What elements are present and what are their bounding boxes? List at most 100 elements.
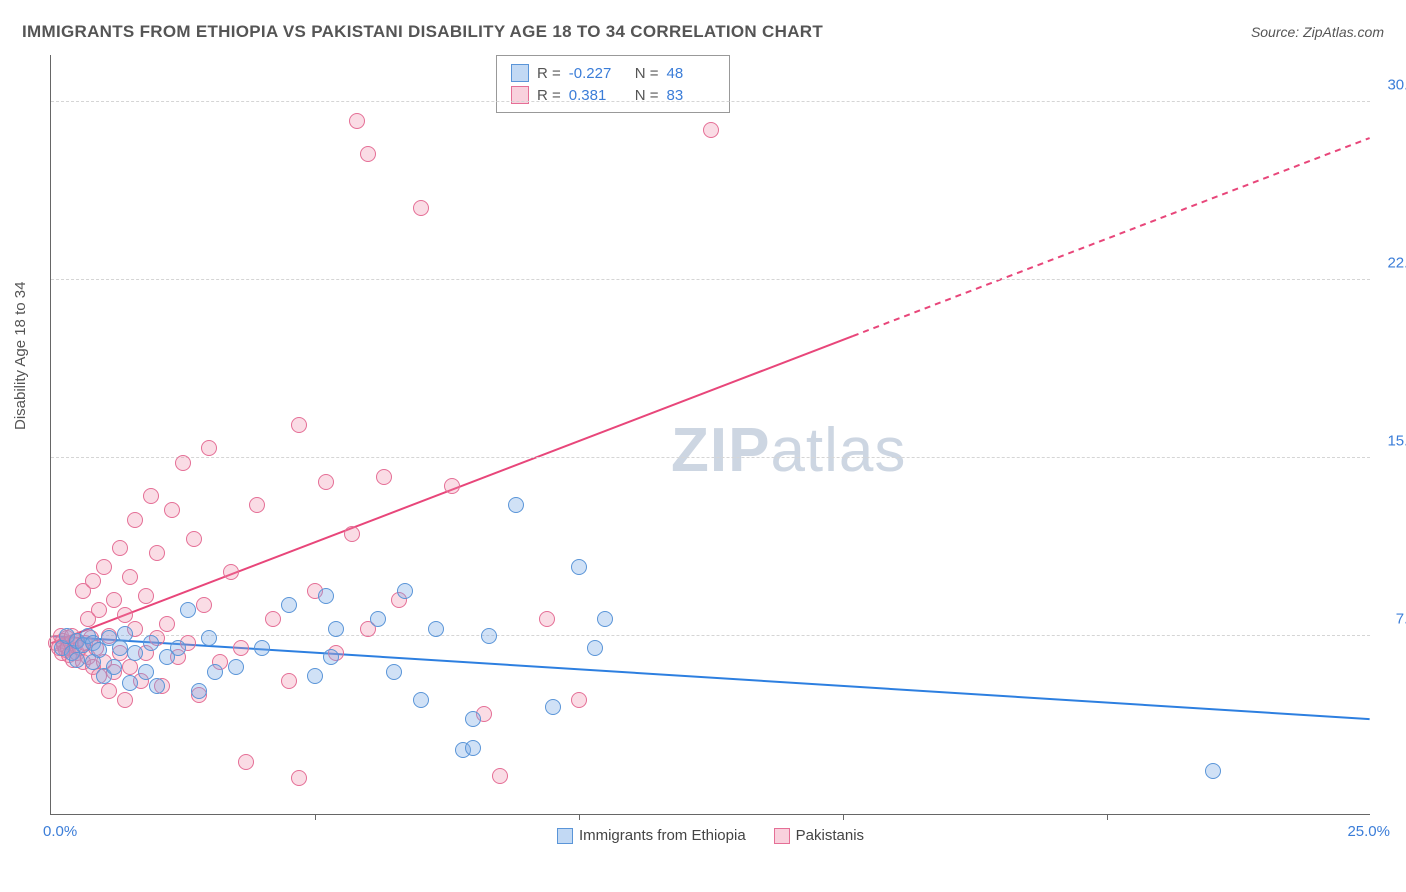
pink-point <box>85 573 101 589</box>
x-tick <box>579 814 580 820</box>
plot-area: ZIPatlas R = -0.227 N = 48 R = 0.381 N =… <box>50 55 1370 815</box>
pink-point <box>444 478 460 494</box>
pink-point <box>291 417 307 433</box>
pink-point <box>122 569 138 585</box>
pink-point <box>223 564 239 580</box>
pink-point <box>117 607 133 623</box>
y-tick-label: 15.0% <box>1375 432 1406 449</box>
gridline <box>51 635 1370 636</box>
source-attribution: Source: ZipAtlas.com <box>1251 24 1384 40</box>
y-tick-label: 22.5% <box>1375 254 1406 271</box>
watermark: ZIPatlas <box>671 415 906 486</box>
blue-point <box>106 659 122 675</box>
series-legend: Immigrants from Ethiopia Pakistanis <box>51 827 1370 844</box>
pink-point <box>281 673 297 689</box>
x-tick <box>315 814 316 820</box>
blue-point <box>149 678 165 694</box>
gridline <box>51 101 1370 102</box>
pink-point <box>233 640 249 656</box>
swatch-blue-icon <box>511 64 529 82</box>
legend-row-blue: R = -0.227 N = 48 <box>511 62 715 84</box>
trend-lines <box>51 55 1370 814</box>
blue-point <box>571 559 587 575</box>
blue-point <box>112 640 128 656</box>
blue-point <box>370 611 386 627</box>
pink-point <box>159 616 175 632</box>
blue-point <box>127 645 143 661</box>
legend-item-pink: Pakistanis <box>774 827 864 844</box>
pink-point <box>175 455 191 471</box>
legend-label-pink: Pakistanis <box>796 827 864 844</box>
pink-point <box>149 545 165 561</box>
blue-point <box>201 630 217 646</box>
y-tick-label: 30.0% <box>1375 76 1406 93</box>
chart-title: IMMIGRANTS FROM ETHIOPIA VS PAKISTANI DI… <box>22 22 823 42</box>
pink-point <box>238 754 254 770</box>
blue-point <box>122 675 138 691</box>
blue-point <box>1205 763 1221 779</box>
pink-point <box>360 146 376 162</box>
pink-point <box>112 540 128 556</box>
pink-point <box>571 692 587 708</box>
pink-point <box>91 602 107 618</box>
legend-label-blue: Immigrants from Ethiopia <box>579 827 746 844</box>
pink-point <box>186 531 202 547</box>
y-axis-label: Disability Age 18 to 34 <box>12 282 29 430</box>
legend-item-blue: Immigrants from Ethiopia <box>557 827 746 844</box>
x-tick <box>1107 814 1108 820</box>
pink-point <box>127 512 143 528</box>
blue-point <box>328 621 344 637</box>
pink-point <box>117 692 133 708</box>
watermark-zip: ZIP <box>671 416 770 485</box>
blue-point <box>428 621 444 637</box>
swatch-blue-icon <box>557 828 573 844</box>
blue-point <box>386 664 402 680</box>
pink-point <box>318 474 334 490</box>
blue-point <box>207 664 223 680</box>
blue-point <box>323 649 339 665</box>
blue-point <box>228 659 244 675</box>
x-origin-label: 0.0% <box>43 823 77 840</box>
blue-point <box>597 611 613 627</box>
pink-point <box>138 588 154 604</box>
pink-point <box>413 200 429 216</box>
blue-point <box>465 740 481 756</box>
gridline <box>51 279 1370 280</box>
blue-point <box>69 652 85 668</box>
blue-point <box>508 497 524 513</box>
pink-point <box>349 113 365 129</box>
pink-point <box>265 611 281 627</box>
pink-point <box>143 488 159 504</box>
x-max-label: 25.0% <box>1347 823 1390 840</box>
x-tick <box>843 814 844 820</box>
blue-point <box>397 583 413 599</box>
watermark-atlas: atlas <box>770 416 906 485</box>
blue-point <box>180 602 196 618</box>
blue-point <box>191 683 207 699</box>
pink-point <box>492 768 508 784</box>
gridline <box>51 457 1370 458</box>
y-tick-label: 7.5% <box>1375 610 1406 627</box>
pink-point <box>344 526 360 542</box>
blue-n-value: 48 <box>667 65 715 82</box>
pink-point <box>376 469 392 485</box>
blue-point <box>143 635 159 651</box>
blue-point <box>254 640 270 656</box>
blue-point <box>545 699 561 715</box>
blue-point <box>481 628 497 644</box>
blue-point <box>138 664 154 680</box>
blue-point <box>587 640 603 656</box>
pink-point <box>106 592 122 608</box>
pink-point <box>539 611 555 627</box>
pink-point <box>96 559 112 575</box>
blue-point <box>281 597 297 613</box>
n-label: N = <box>635 65 659 82</box>
correlation-legend: R = -0.227 N = 48 R = 0.381 N = 83 <box>496 55 730 113</box>
blue-point <box>307 668 323 684</box>
swatch-pink-icon <box>774 828 790 844</box>
source-prefix: Source: <box>1251 24 1303 40</box>
blue-point <box>170 640 186 656</box>
source-name: ZipAtlas.com <box>1303 24 1384 40</box>
blue-point <box>413 692 429 708</box>
blue-point <box>318 588 334 604</box>
